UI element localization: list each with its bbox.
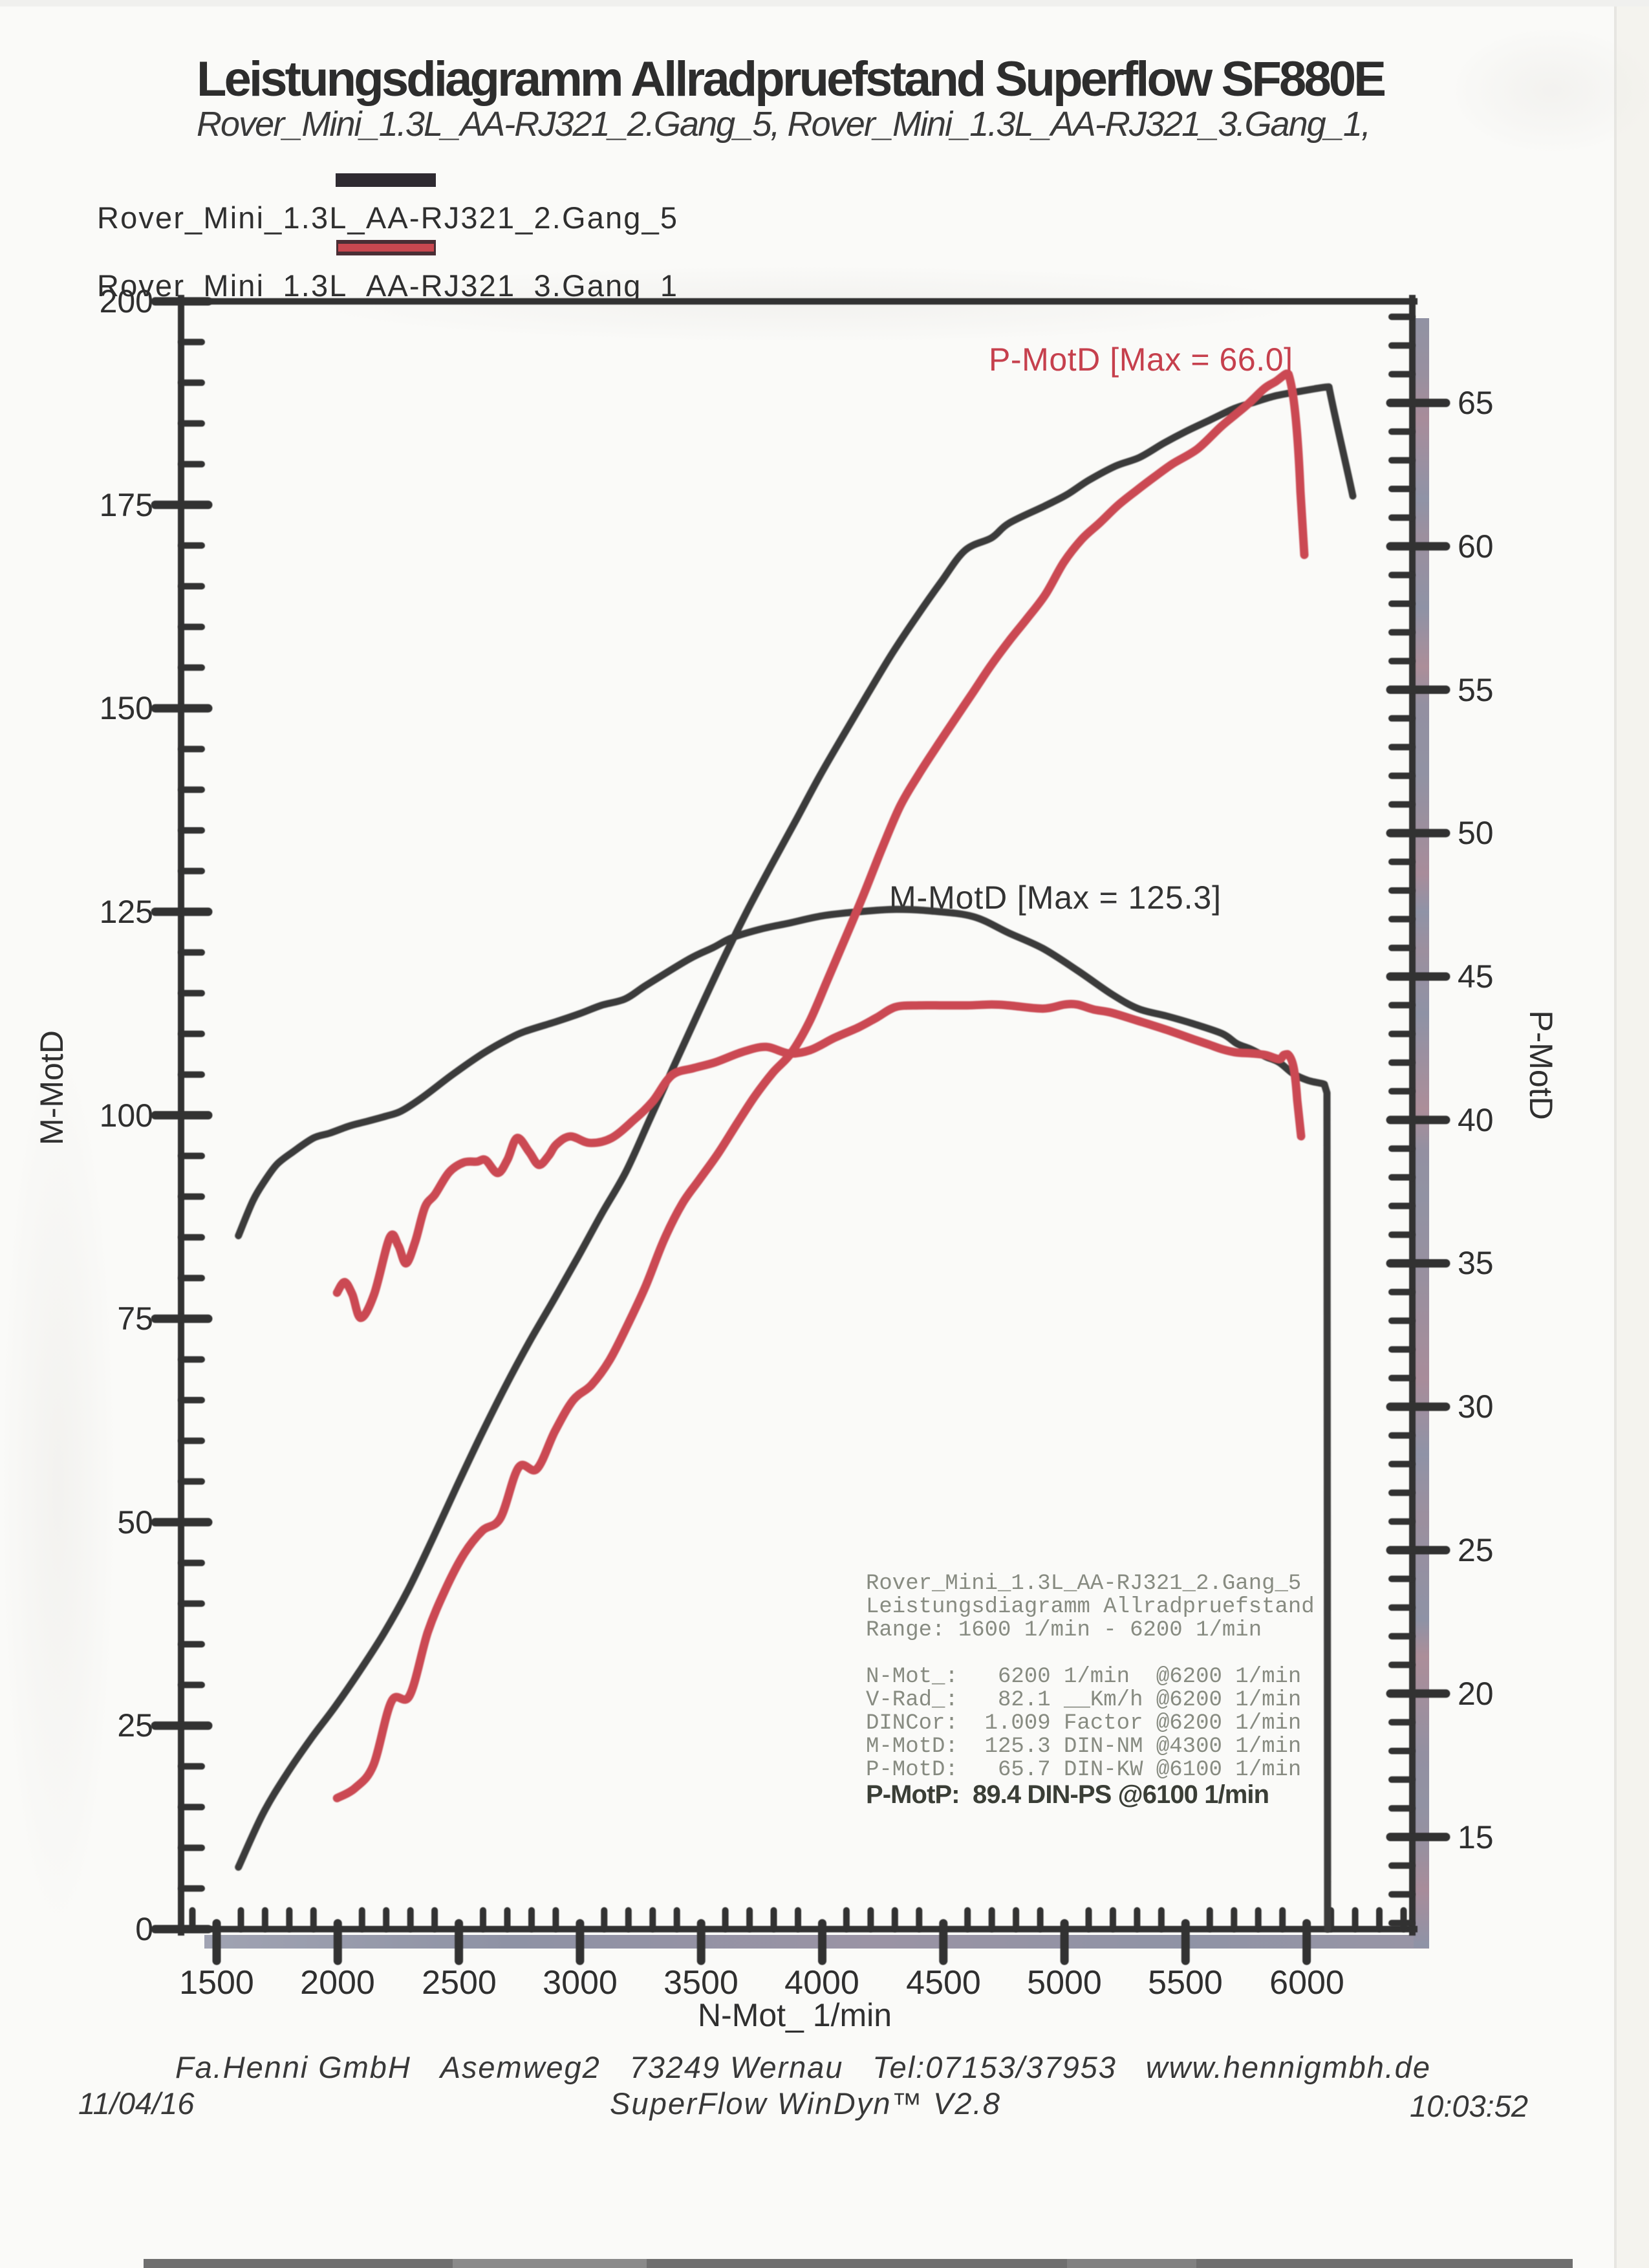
svg-text:30: 30	[1458, 1388, 1494, 1425]
svg-text:Range: 1600 1/min - 6200 1/min: Range: 1600 1/min - 6200 1/min	[866, 1618, 1262, 1643]
svg-text:M-MotD: M-MotD	[34, 1030, 70, 1145]
svg-text:DINCor: 1.009 Factor @6200 1/: DINCor: 1.009 Factor @6200 1/min	[866, 1711, 1301, 1736]
svg-text:60: 60	[1458, 528, 1494, 565]
svg-text:50: 50	[1458, 815, 1494, 851]
svg-text:P-MotD: P-MotD	[1523, 1010, 1559, 1119]
svg-text:3500: 3500	[663, 1964, 738, 2002]
svg-text:0: 0	[135, 1911, 153, 1947]
svg-text:Rover_Mini_1.3L_AA-RJ321_2.Gan: Rover_Mini_1.3L_AA-RJ321_2.Gang_5, Rover…	[197, 105, 1371, 144]
svg-text:2000: 2000	[300, 1964, 375, 2002]
svg-text:P-MotD: 65.7 DIN-KW @6100 1/: P-MotD: 65.7 DIN-KW @6100 1/min	[866, 1758, 1301, 1782]
svg-text:V-Rad_: 82.1 __Km/h @6200 1/: V-Rad_: 82.1 __Km/h @6200 1/min	[866, 1688, 1301, 1712]
svg-text:75: 75	[117, 1301, 153, 1337]
svg-text:5500: 5500	[1148, 1964, 1223, 2002]
svg-text:65: 65	[1458, 385, 1494, 421]
svg-text:P-MotP: 89.4 DIN-PS @6100 1/m: P-MotP: 89.4 DIN-PS @6100 1/min	[866, 1780, 1269, 1809]
svg-text:1500: 1500	[179, 1964, 254, 2002]
svg-text:3000: 3000	[543, 1964, 618, 2002]
svg-text:100: 100	[100, 1097, 153, 1134]
svg-text:125: 125	[100, 894, 153, 930]
svg-text:35: 35	[1458, 1245, 1494, 1281]
svg-text:10:03:52: 10:03:52	[1410, 2089, 1528, 2123]
svg-text:P-MotD [Max = 66.0]: P-MotD [Max = 66.0]	[989, 341, 1293, 378]
svg-text:6000: 6000	[1269, 1964, 1344, 2002]
svg-text:20: 20	[1458, 1676, 1494, 1712]
svg-text:Rover_Mini_1.3L_AA-RJ321_2.Gan: Rover_Mini_1.3L_AA-RJ321_2.Gang_5	[97, 200, 677, 235]
svg-text:11/04/16: 11/04/16	[78, 2086, 195, 2121]
svg-text:Leistungsdiagramm Allradpruefs: Leistungsdiagramm Allradpruefstand	[866, 1595, 1315, 1619]
svg-text:2500: 2500	[422, 1964, 497, 2002]
svg-text:Leistungsdiagramm Allradpruefs: Leistungsdiagramm Allradpruefstand Super…	[197, 52, 1386, 107]
svg-text:55: 55	[1458, 672, 1494, 708]
svg-text:5000: 5000	[1027, 1964, 1102, 2002]
svg-text:50: 50	[117, 1504, 153, 1540]
svg-text:15: 15	[1458, 1819, 1494, 1855]
svg-text:N-Mot_: 6200 1/min @6200 1/: N-Mot_: 6200 1/min @6200 1/min	[866, 1665, 1301, 1689]
svg-text:200: 200	[100, 283, 153, 319]
svg-text:175: 175	[100, 487, 153, 523]
svg-text:Rover_Mini_1.3L_AA-RJ321_3.Gan: Rover_Mini_1.3L_AA-RJ321_3.Gang_1	[97, 268, 677, 303]
svg-text:45: 45	[1458, 958, 1494, 995]
svg-text:4000: 4000	[784, 1964, 859, 2002]
svg-text:4500: 4500	[906, 1964, 981, 2002]
svg-text:Rover_Mini_1.3L_AA-RJ321_2.Gan: Rover_Mini_1.3L_AA-RJ321_2.Gang_5	[866, 1571, 1301, 1596]
svg-text:25: 25	[117, 1707, 153, 1744]
svg-text:SuperFlow WinDyn™ V2.8: SuperFlow WinDyn™ V2.8	[610, 2086, 1000, 2121]
svg-text:40: 40	[1458, 1102, 1494, 1138]
svg-text:N-Mot_ 1/min: N-Mot_ 1/min	[698, 1997, 892, 2033]
svg-text:M-MotD: 125.3 DIN-NM @4300 1/: M-MotD: 125.3 DIN-NM @4300 1/min	[866, 1734, 1301, 1759]
svg-text:150: 150	[100, 690, 153, 726]
svg-text:Fa.Henni GmbH Asemweg2 732: Fa.Henni GmbH Asemweg2 73249 Wernau Tel:…	[175, 2050, 1430, 2084]
svg-text:25: 25	[1458, 1532, 1494, 1568]
